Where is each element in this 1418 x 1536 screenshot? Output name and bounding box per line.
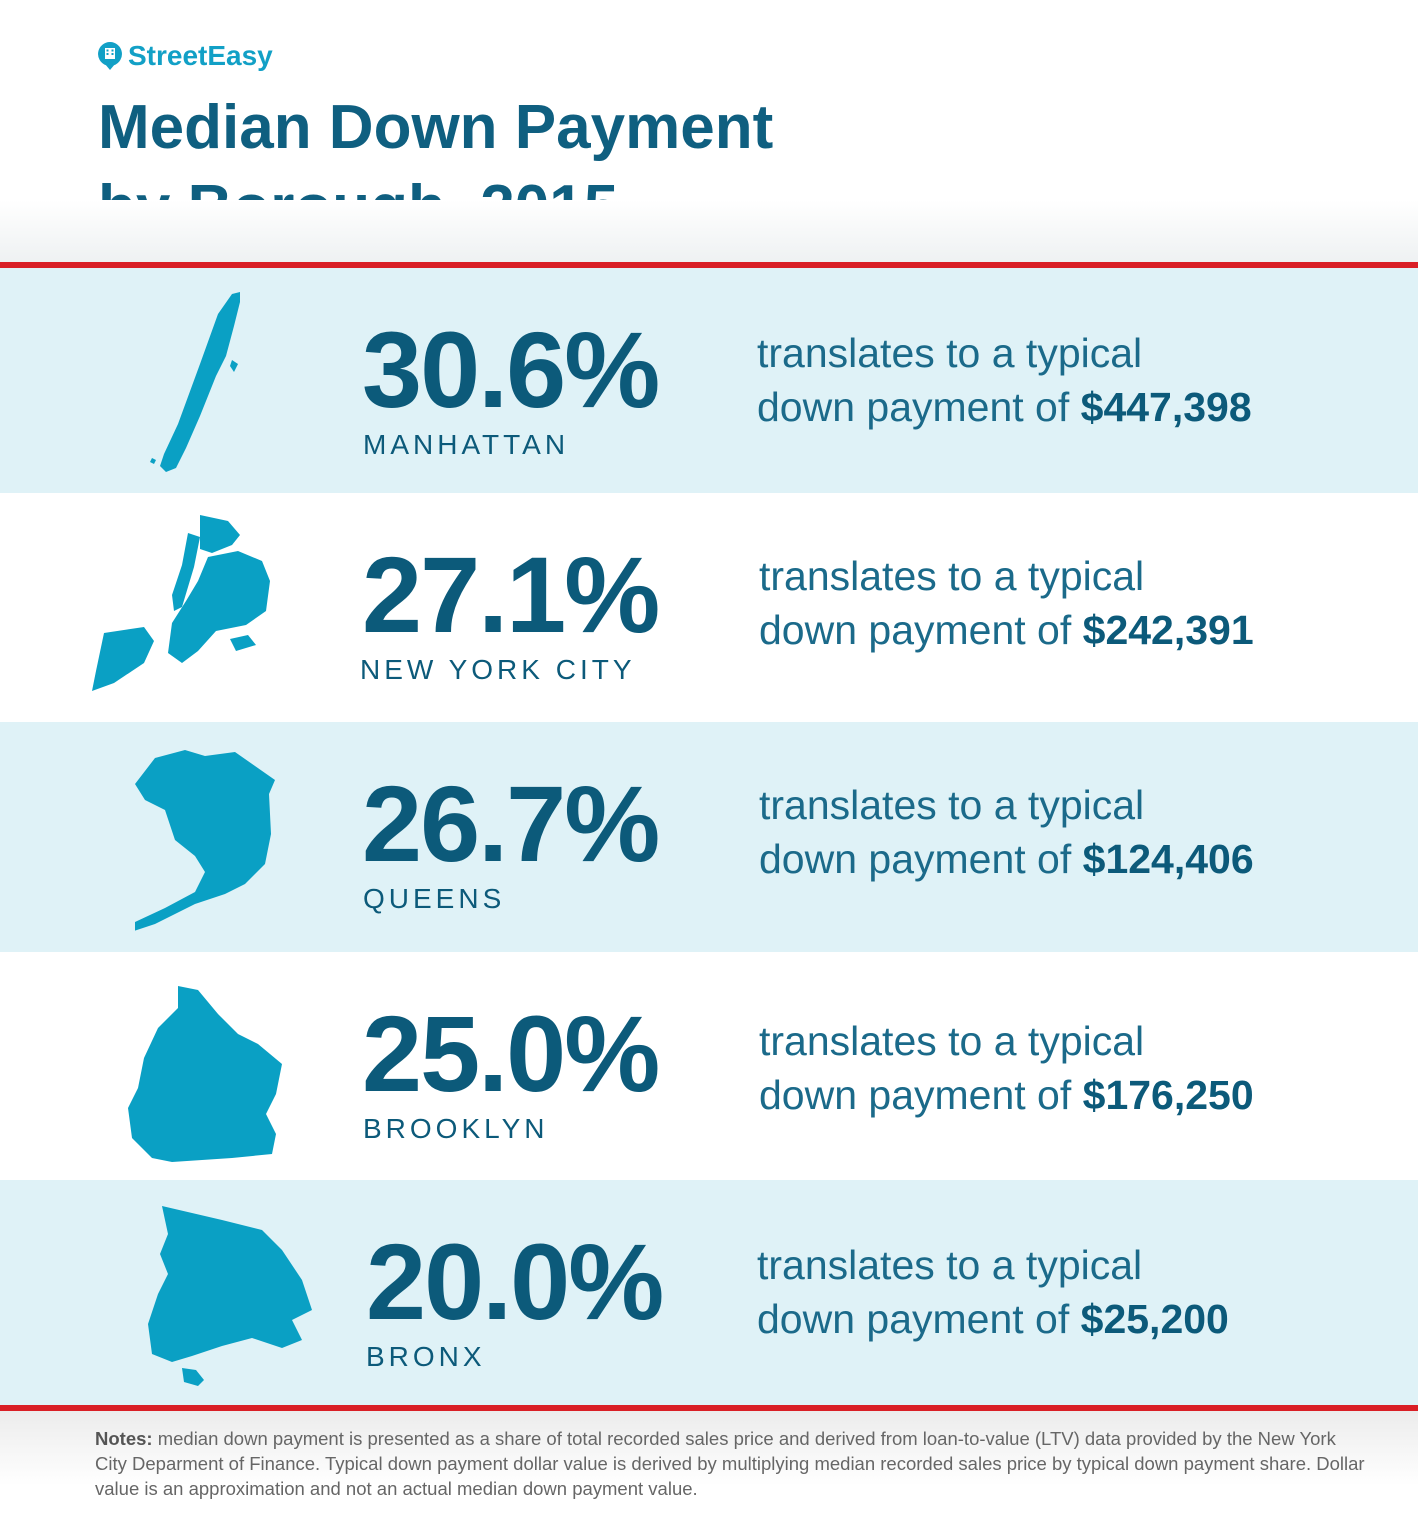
description: translates to a typical down payment of $… <box>759 778 1254 886</box>
description-line-2: down payment of <box>757 384 1081 430</box>
dollar-amount: $176,250 <box>1082 1072 1254 1118</box>
footer <box>0 1411 1418 1536</box>
borough-name: BROOKLYN <box>363 1113 549 1144</box>
borough-name: MANHATTAN <box>363 429 570 460</box>
notes-label: Notes: <box>95 1428 153 1449</box>
dollar-amount: $242,391 <box>1082 607 1254 653</box>
row-manhattan: 30.6% MANHATTAN translates to a typical d… <box>0 268 1418 493</box>
row-new-york-city: 27.1% NEW YORK CITY translates to a typi… <box>0 493 1418 722</box>
queens-map-icon <box>135 750 275 931</box>
building-pin-icon <box>98 42 122 70</box>
dollar-amount: $447,398 <box>1080 384 1252 430</box>
percent-value: 25.0% <box>362 993 660 1114</box>
description-line-1: translates to a typical <box>759 1018 1145 1064</box>
streeteasy-logo: StreetEasy <box>98 40 273 72</box>
percent-value: 30.6% <box>362 309 660 430</box>
notes: Notes: median down payment is presented … <box>95 1426 1365 1501</box>
row-brooklyn: 25.0% BROOKLYN translates to a typical do… <box>0 952 1418 1180</box>
top-divider <box>0 262 1418 268</box>
header-shadow <box>0 200 1418 263</box>
description-line-2: down payment of <box>759 607 1083 653</box>
dollar-amount: $25,200 <box>1080 1296 1229 1342</box>
bottom-divider <box>0 1405 1418 1411</box>
brooklyn-map-icon <box>128 986 282 1162</box>
description-line-2: down payment of <box>759 836 1083 882</box>
description: translates to a typical down payment of $… <box>757 1238 1229 1346</box>
dollar-amount: $124,406 <box>1082 836 1254 882</box>
description: translates to a typical down payment of $… <box>759 1014 1254 1122</box>
description-line-2: down payment of <box>759 1072 1083 1118</box>
description-line-1: translates to a typical <box>757 1242 1143 1288</box>
nyc-map-icon <box>92 515 270 691</box>
description-line-1: translates to a typical <box>757 330 1143 376</box>
brand-name: StreetEasy <box>128 40 273 71</box>
description: translates to a typical down payment of $… <box>757 326 1252 434</box>
manhattan-map-icon <box>150 292 240 472</box>
description-line-1: translates to a typical <box>759 782 1145 828</box>
percent-value: 20.0% <box>366 1221 664 1342</box>
borough-name: BRONX <box>366 1341 486 1372</box>
percent-value: 26.7% <box>362 763 660 884</box>
description-line-1: translates to a typical <box>759 553 1145 599</box>
notes-text: median down payment is presented as a sh… <box>95 1428 1365 1499</box>
description: translates to a typical down payment of $… <box>759 549 1254 657</box>
title-line-1: Median Down Payment <box>98 93 774 162</box>
borough-name: QUEENS <box>363 883 506 914</box>
row-bronx: 20.0% BRONX translates to a typical down … <box>0 1180 1418 1405</box>
row-queens: 26.7% QUEENS translates to a typical down… <box>0 722 1418 952</box>
borough-name: NEW YORK CITY <box>360 654 636 685</box>
description-line-2: down payment of <box>757 1296 1081 1342</box>
percent-value: 27.1% <box>362 534 660 655</box>
bronx-map-icon <box>148 1206 312 1386</box>
